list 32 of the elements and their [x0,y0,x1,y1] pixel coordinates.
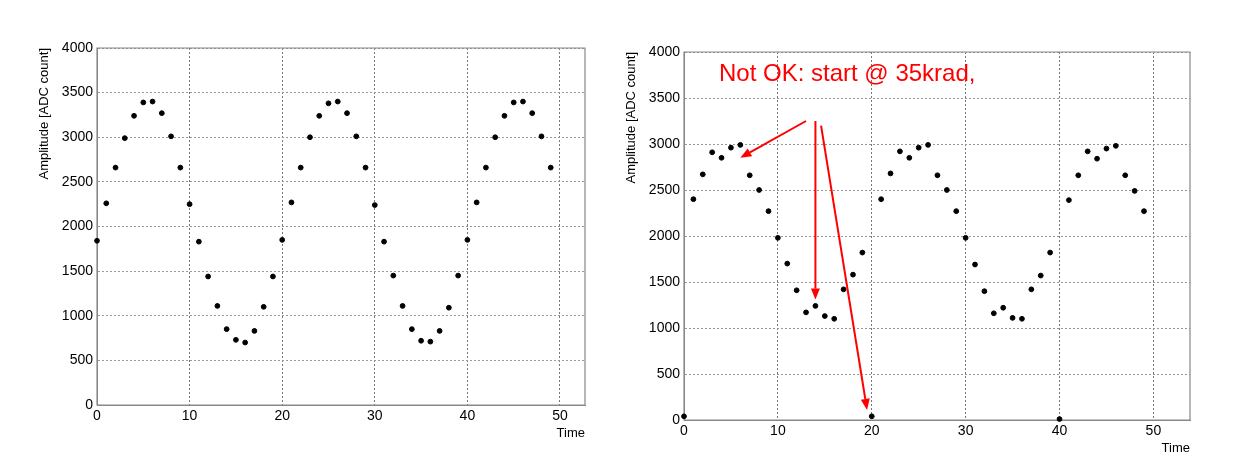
y-tick-label: 3500 [648,88,681,105]
y-tick-label: 500 [69,351,94,368]
x-tick-label: 40 [1051,422,1068,439]
y-tick-label: 1500 [648,272,681,289]
y-axis-title: Amplitude [ADC count] [623,52,639,184]
x-tick-label: 30 [367,407,383,424]
y-tick-label: 2500 [648,180,681,197]
y-tick-label: 3000 [648,134,681,151]
y-tick-label: 2000 [648,226,681,243]
y-tick-label: 3500 [61,83,94,100]
x-tick-label: 10 [770,422,786,439]
x-tick-label: 30 [957,422,974,439]
annotation: Not OK: start @ 35krad, [719,58,976,86]
x-axis-title: Time [1161,440,1190,456]
y-tick-label: 4000 [61,38,94,55]
y-tick-label: 1000 [648,318,681,335]
x-tick-label: 50 [552,407,568,424]
y-tick-label: 500 [656,364,681,381]
y-tick-label: 3000 [61,128,94,145]
x-tick-label: 20 [863,422,880,439]
x-tick-label: 20 [274,407,291,424]
x-tick-label: 40 [459,407,476,424]
x-tick-label: 50 [1145,422,1162,439]
y-tick-label: 2000 [61,217,94,234]
y-tick-label: 2500 [61,172,94,189]
y-tick-label: 4000 [648,42,681,59]
y-tick-label: 1000 [61,306,94,323]
y-tick-label: 0 [85,395,94,412]
x-tick-label: 10 [181,407,198,424]
y-axis-title: Amplitude [ADC count] [36,48,52,180]
y-tick-label: 1500 [61,261,94,278]
x-axis-title: Time [556,425,585,441]
